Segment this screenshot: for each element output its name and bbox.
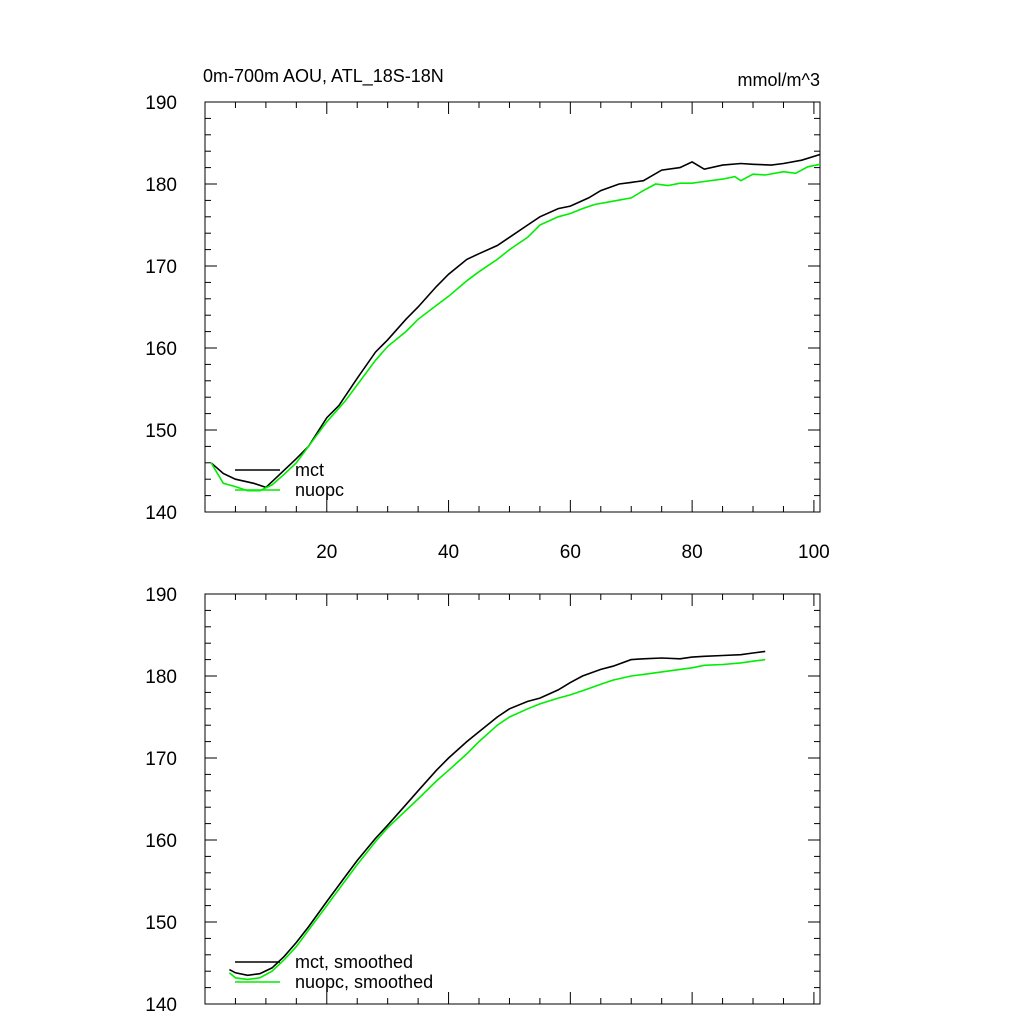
y-tick-label: 180 — [145, 175, 177, 196]
x-tick-label: 80 — [682, 542, 703, 563]
y-tick-label: 190 — [145, 585, 177, 606]
legend-label: mct — [295, 460, 324, 480]
y-tick-label: 170 — [145, 749, 177, 770]
legend-label: nuopc — [295, 480, 344, 500]
y-tick-label: 160 — [145, 831, 177, 852]
y-tick-label: 150 — [145, 913, 177, 934]
top-chart-panel: 0m-700m AOU, ATL_18S-18N mmol/m^3 140 150… — [145, 66, 829, 563]
y-tick-label: 140 — [145, 503, 177, 524]
top-chart-axes: 140 150 160 170 180 190 20 40 60 80 100 — [145, 93, 829, 563]
x-tick-label: 40 — [438, 542, 459, 563]
plot-frame — [204, 593, 821, 1005]
legend-label: nuopc, smoothed — [295, 972, 433, 992]
x-tick-label: 60 — [560, 542, 581, 563]
x-tick-label: 20 — [316, 542, 337, 563]
y-tick-label: 170 — [145, 257, 177, 278]
y-tick-label: 190 — [145, 93, 177, 114]
series-line-nuopc — [228, 658, 766, 981]
chart-title: 0m-700m AOU, ATL_18S-18N — [203, 66, 444, 87]
series-line-mct — [229, 650, 766, 977]
x-tick-label: 100 — [798, 542, 830, 563]
bottom-chart-axes: 140 150 160 170 180 190 — [145, 585, 821, 1016]
y-tick-label: 150 — [145, 421, 177, 442]
plot-frame — [204, 101, 821, 513]
y-tick-label: 160 — [145, 339, 177, 360]
series-line-nuopc — [210, 163, 821, 492]
bottom-chart-series — [228, 650, 766, 981]
y-tick-label: 140 — [145, 995, 177, 1016]
top-chart-series — [210, 153, 821, 492]
series-line-mct — [210, 153, 821, 489]
legend-label: mct, smoothed — [295, 952, 413, 972]
chart-units-label: mmol/m^3 — [738, 70, 820, 90]
y-tick-label: 180 — [145, 667, 177, 688]
